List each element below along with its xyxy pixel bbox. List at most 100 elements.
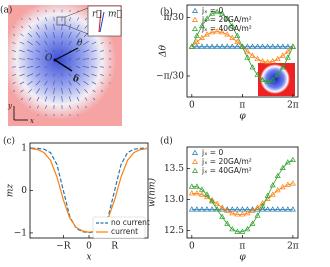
data-point — [269, 206, 276, 212]
data-point — [244, 209, 251, 216]
y-tick-label: π/30 — [164, 13, 185, 23]
data-point — [198, 186, 205, 192]
spin-arrow — [82, 66, 90, 68]
data-point — [209, 43, 216, 49]
x-axis-label: φ — [239, 112, 246, 122]
data-point — [203, 43, 210, 49]
y-tick-label: 1 — [21, 144, 27, 154]
origin-dot — [53, 58, 57, 62]
data-point — [249, 43, 256, 49]
data-point — [249, 52, 256, 58]
data-point — [254, 204, 261, 210]
spin-arrow — [61, 40, 63, 46]
series-line — [191, 159, 294, 233]
data-point — [209, 198, 216, 204]
spin-arrow — [12, 50, 16, 52]
series-line — [31, 148, 147, 233]
legend-marker — [191, 7, 199, 13]
data-point — [234, 206, 241, 212]
spin-arrow — [53, 96, 55, 102]
m-arrow — [99, 11, 105, 33]
spin-arrow — [61, 32, 63, 38]
data-point — [284, 159, 291, 165]
spin-arrow — [82, 49, 90, 53]
data-point — [198, 43, 205, 49]
spin-arrow — [12, 74, 16, 76]
data-point — [284, 43, 291, 49]
data-point — [224, 220, 231, 226]
spin-arrow — [53, 80, 55, 86]
y-tick-label: 13.0 — [164, 195, 184, 205]
spin-arrow — [12, 42, 16, 44]
data-point — [239, 211, 246, 217]
spin-arrow — [19, 41, 25, 45]
x-tick-label: 0 — [189, 242, 195, 252]
data-point — [203, 31, 210, 37]
spin-arrow — [53, 73, 55, 77]
data-point — [188, 43, 195, 49]
data-point — [274, 71, 281, 77]
spin-arrow — [92, 97, 96, 101]
legend-marker — [191, 16, 199, 22]
spin-arrow — [83, 40, 89, 46]
data-point — [193, 43, 200, 49]
spin-arrow — [68, 49, 72, 53]
y-axis-label: mz — [6, 184, 16, 198]
spin-arrow — [109, 42, 111, 44]
spin-arrow — [27, 32, 33, 38]
spin-arrow — [85, 17, 87, 21]
theta-label: θ — [77, 39, 83, 49]
y-axis-label: w(nm) — [147, 177, 158, 207]
data-point — [209, 10, 216, 16]
spin-arrow — [35, 73, 41, 77]
spin-arrow — [91, 41, 97, 45]
spin-arrow — [77, 105, 79, 109]
zoom-connector — [64, 24, 89, 35]
theta-vector — [54, 47, 79, 61]
spin-arrow — [35, 40, 41, 46]
data-point — [274, 55, 281, 62]
data-point — [269, 76, 276, 82]
spin-arrow — [100, 74, 104, 76]
spin-arrow — [53, 23, 55, 31]
data-point — [259, 43, 266, 49]
data-point — [244, 43, 251, 49]
spin-arrow — [90, 66, 98, 68]
data-point — [254, 43, 261, 49]
panel-label: (d) — [160, 136, 173, 147]
data-point — [209, 206, 216, 212]
data-point — [264, 78, 271, 84]
spin-arrow — [29, 105, 31, 109]
spin-arrow — [75, 58, 81, 60]
inset-skyrmion — [260, 64, 290, 94]
spin-arrow — [61, 49, 63, 53]
y-tick-label: −π/30 — [156, 72, 184, 82]
spin-arrow — [44, 49, 48, 53]
x-tick-label: 2π — [287, 101, 299, 111]
spin-arrow — [26, 73, 34, 77]
legend-marker — [191, 158, 199, 164]
spin-arrow — [36, 96, 40, 102]
spin-arrow — [90, 58, 98, 60]
data-point — [224, 31, 231, 37]
legend-label: jₓ = 0 — [201, 148, 223, 157]
data-point — [289, 156, 296, 162]
data-point — [259, 200, 266, 206]
spin-arrow — [61, 96, 63, 102]
x-axis-label: x — [30, 117, 34, 125]
spin-arrow — [75, 80, 81, 86]
data-point — [214, 28, 221, 34]
spin-arrow — [12, 90, 16, 92]
spin-arrows — [11, 9, 112, 117]
data-point — [269, 191, 276, 197]
spin-arrow — [68, 66, 72, 68]
spin-arrow — [18, 66, 26, 68]
spin-arrow — [19, 81, 25, 85]
data-point — [279, 43, 286, 49]
y-tick-label: −1 — [14, 228, 27, 238]
spin-arrow — [35, 32, 41, 38]
legend-box — [92, 216, 146, 239]
spin-arrow — [77, 10, 79, 12]
spin-arrow — [29, 17, 31, 21]
spin-arrow — [75, 73, 81, 77]
